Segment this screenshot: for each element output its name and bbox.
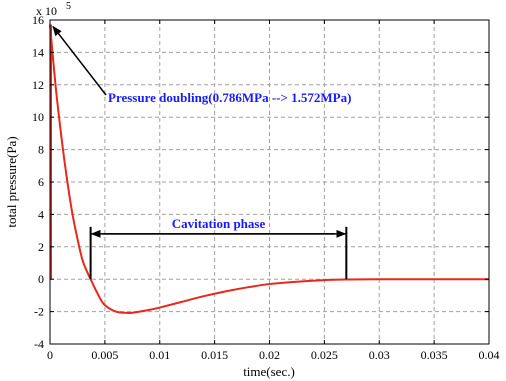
cavitation-phase-annotation: Cavitation phase <box>172 216 266 231</box>
x-tick-label: 0.005 <box>91 348 118 362</box>
y-tick-label: -4 <box>34 337 44 351</box>
tick-labels: 0 0.005 0.01 0.015 0.02 0.025 0.03 0.035 0.04 -4 -… <box>32 13 500 362</box>
y-tick-label: 12 <box>32 78 44 92</box>
y-tick-label: 6 <box>38 175 44 189</box>
pressure-series-line <box>49 24 489 314</box>
y-tick-label: 10 <box>32 110 44 124</box>
x-tick-label: 0.025 <box>311 348 338 362</box>
y-tick-label: 14 <box>32 45 44 59</box>
x-tick-label: 0.015 <box>201 348 228 362</box>
x-tick-label: 0 <box>47 348 53 362</box>
annotations: Pressure doubling(0.786MPa --> 1.572MPa)… <box>52 25 351 280</box>
x-tick-label: 0.035 <box>421 348 448 362</box>
x-axis-label: time(sec.) <box>243 364 295 379</box>
y-tick-label: 8 <box>38 143 44 157</box>
y-tick-label: 2 <box>38 240 44 254</box>
y-tick-label: 0 <box>38 272 44 286</box>
series-layer <box>49 24 489 314</box>
y-multiplier-label: x 10 <box>36 4 57 18</box>
pressure-doubling-annotation: Pressure doubling(0.786MPa --> 1.572MPa) <box>108 90 351 105</box>
pressure-doubling-arrow <box>52 25 107 96</box>
x-tick-label: 0.04 <box>479 348 500 362</box>
tick-marks <box>49 19 490 345</box>
x-tick-label: 0.02 <box>259 348 280 362</box>
grid-lines <box>50 20 489 344</box>
y-tick-label: 4 <box>38 207 44 221</box>
y-tick-label: 16 <box>32 13 44 27</box>
x-tick-label: 0.03 <box>369 348 390 362</box>
x-tick-label: 0.01 <box>149 348 170 362</box>
y-multiplier-exponent: 5 <box>66 1 71 12</box>
y-axis-label: total pressure(Pa) <box>4 136 19 227</box>
y-tick-label: -2 <box>34 305 44 319</box>
